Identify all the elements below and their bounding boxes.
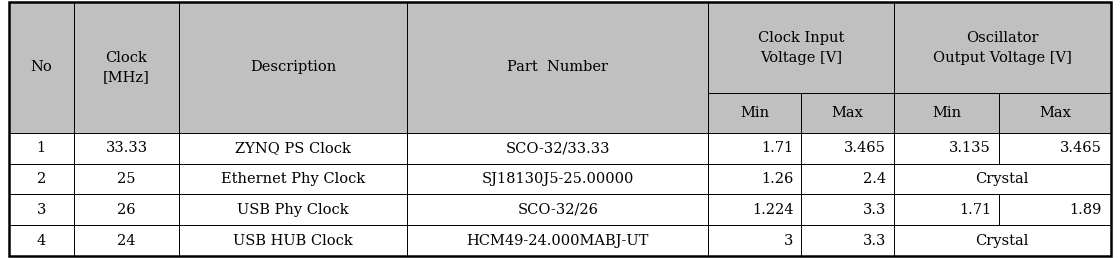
- Bar: [801, 133, 894, 164]
- Bar: [801, 93, 894, 133]
- Bar: [179, 225, 408, 256]
- Bar: [894, 93, 999, 133]
- Bar: [9, 164, 74, 194]
- Text: SJ18130J5-25.00000: SJ18130J5-25.00000: [482, 172, 634, 186]
- Text: USB Phy Clock: USB Phy Clock: [237, 203, 349, 217]
- Text: 1: 1: [37, 141, 46, 155]
- Text: Oscillator
Output Voltage [V]: Oscillator Output Voltage [V]: [933, 31, 1072, 64]
- Text: Part  Number: Part Number: [507, 60, 608, 75]
- Text: 3.135: 3.135: [949, 141, 991, 155]
- Text: 3.3: 3.3: [862, 203, 886, 217]
- Bar: [801, 225, 894, 256]
- Bar: [74, 2, 179, 133]
- Bar: [709, 2, 894, 93]
- Bar: [801, 164, 894, 194]
- Text: Clock
[MHz]: Clock [MHz]: [103, 51, 150, 84]
- Bar: [408, 164, 709, 194]
- Bar: [894, 164, 1111, 194]
- Bar: [179, 133, 408, 164]
- Bar: [999, 133, 1111, 164]
- Bar: [999, 194, 1111, 225]
- Bar: [408, 194, 709, 225]
- Text: Description: Description: [250, 60, 336, 75]
- Bar: [9, 194, 74, 225]
- Bar: [894, 2, 1111, 93]
- Text: No: No: [30, 60, 53, 75]
- Text: 3: 3: [37, 203, 46, 217]
- Bar: [179, 2, 408, 133]
- Bar: [408, 2, 709, 133]
- Text: 3.465: 3.465: [844, 141, 886, 155]
- Text: 1.71: 1.71: [959, 203, 991, 217]
- Text: 33.33: 33.33: [105, 141, 148, 155]
- Bar: [894, 225, 1111, 256]
- Text: 1.26: 1.26: [762, 172, 794, 186]
- Text: Max: Max: [831, 106, 864, 120]
- Text: SCO-32/33.33: SCO-32/33.33: [505, 141, 610, 155]
- Bar: [9, 133, 74, 164]
- Text: 1.89: 1.89: [1070, 203, 1102, 217]
- Text: 24: 24: [118, 233, 136, 247]
- Text: Crystal: Crystal: [976, 233, 1029, 247]
- Text: Max: Max: [1039, 106, 1071, 120]
- Text: Min: Min: [740, 106, 769, 120]
- Bar: [709, 133, 801, 164]
- Text: Min: Min: [932, 106, 961, 120]
- Bar: [408, 133, 709, 164]
- Text: 4: 4: [37, 233, 46, 247]
- Text: 3.3: 3.3: [862, 233, 886, 247]
- Text: 1.224: 1.224: [753, 203, 794, 217]
- Text: 2.4: 2.4: [864, 172, 886, 186]
- Text: 3: 3: [784, 233, 794, 247]
- Bar: [9, 225, 74, 256]
- Bar: [408, 225, 709, 256]
- Bar: [894, 194, 999, 225]
- Bar: [74, 194, 179, 225]
- Text: ZYNQ PS Clock: ZYNQ PS Clock: [235, 141, 352, 155]
- Bar: [709, 225, 801, 256]
- Text: 25: 25: [118, 172, 136, 186]
- Text: 2: 2: [37, 172, 46, 186]
- Text: 1.71: 1.71: [762, 141, 794, 155]
- Bar: [801, 194, 894, 225]
- Text: USB HUB Clock: USB HUB Clock: [233, 233, 353, 247]
- Bar: [74, 225, 179, 256]
- Text: SCO-32/26: SCO-32/26: [517, 203, 598, 217]
- Bar: [74, 133, 179, 164]
- Bar: [179, 164, 408, 194]
- Bar: [9, 2, 74, 133]
- Bar: [999, 93, 1111, 133]
- Bar: [709, 93, 801, 133]
- Text: HCM49-24.000MABJ-UT: HCM49-24.000MABJ-UT: [467, 233, 648, 247]
- Text: Clock Input
Voltage [V]: Clock Input Voltage [V]: [758, 31, 844, 64]
- Bar: [709, 164, 801, 194]
- Bar: [709, 194, 801, 225]
- Bar: [179, 194, 408, 225]
- Bar: [894, 133, 999, 164]
- Text: 3.465: 3.465: [1061, 141, 1102, 155]
- Bar: [74, 164, 179, 194]
- Text: 26: 26: [118, 203, 136, 217]
- Text: Crystal: Crystal: [976, 172, 1029, 186]
- Text: Ethernet Phy Clock: Ethernet Phy Clock: [221, 172, 365, 186]
